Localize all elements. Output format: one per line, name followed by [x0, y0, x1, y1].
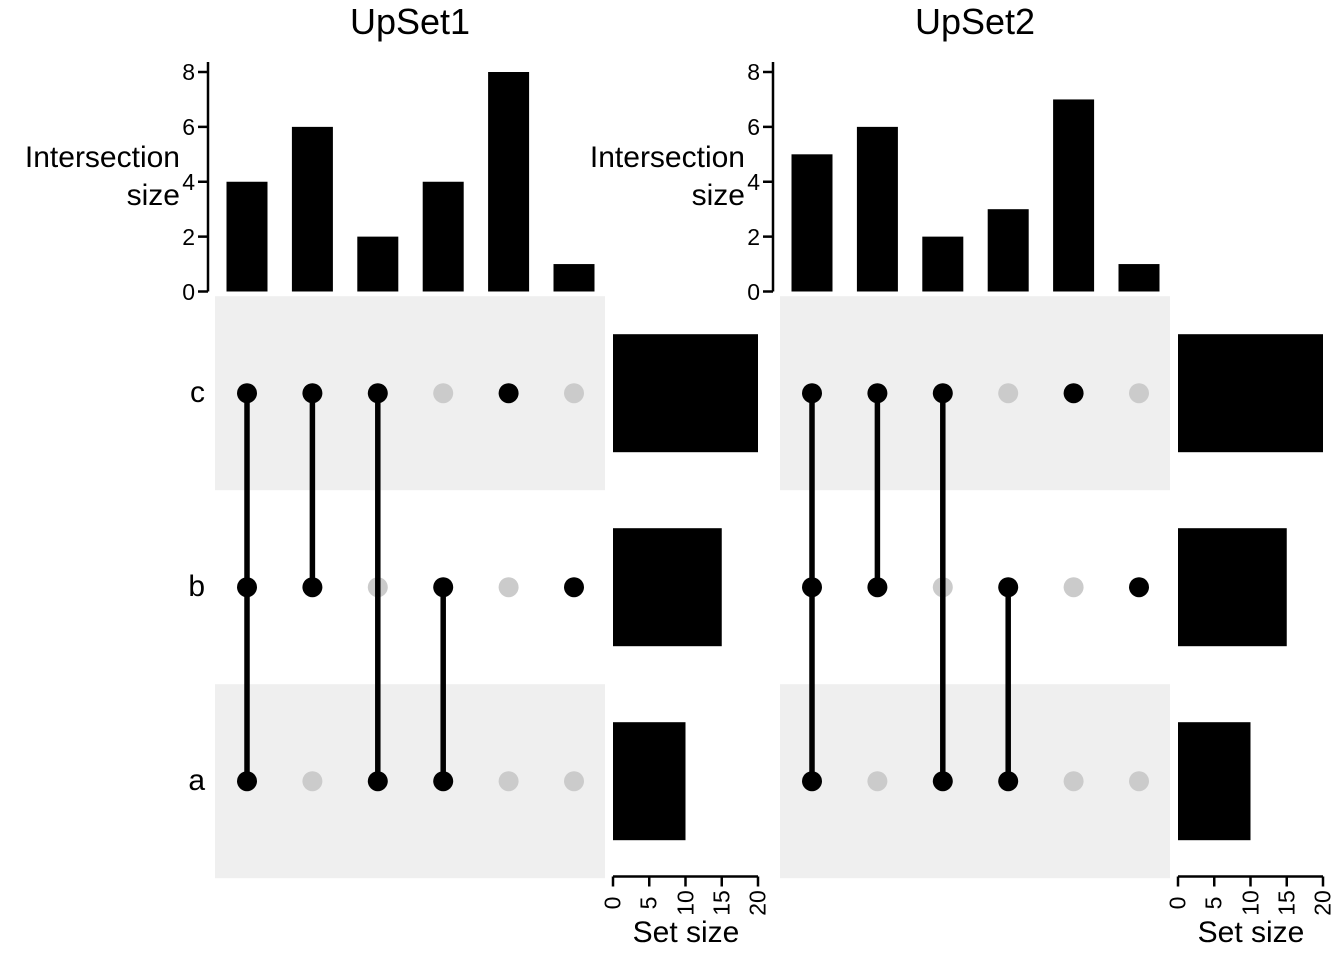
matrix-dot-active — [367, 771, 388, 792]
matrix-dot-active — [237, 577, 257, 598]
intersection-bar — [922, 236, 964, 292]
matrix-dot-inactive — [498, 577, 519, 598]
set-size-bar — [613, 334, 758, 453]
intersection-bar — [291, 126, 333, 292]
matrix-dot-inactive — [498, 771, 519, 792]
matrix-dot-inactive — [564, 771, 584, 792]
matrix-dot-active — [302, 577, 323, 598]
upset-panel-2 — [763, 62, 1325, 887]
set-size-tick-label: 15 — [708, 890, 735, 916]
set-size-tick-label: 0 — [599, 896, 626, 910]
matrix-dot-active — [1129, 577, 1149, 598]
panel2-intersection-size-axis-label: Intersection size — [589, 141, 745, 212]
intersection-bar — [226, 181, 268, 292]
row-stripe — [215, 296, 605, 491]
intersection-bar — [791, 154, 833, 292]
matrix-dot-active — [1063, 383, 1084, 404]
set-size-tick-label: 5 — [1200, 896, 1227, 910]
set-size-bar — [1178, 528, 1287, 647]
intersection-bar — [856, 126, 898, 292]
matrix-dot-active — [302, 383, 323, 404]
matrix-dot-active — [802, 577, 822, 598]
matrix-dot-active — [433, 577, 454, 598]
set-size-tick-label: 5 — [635, 896, 662, 910]
row-stripe — [780, 684, 1170, 879]
matrix-dot-inactive — [1063, 771, 1084, 792]
matrix-dot-active — [564, 577, 584, 598]
matrix-dot-active — [237, 383, 257, 404]
intersection-bar — [357, 236, 399, 292]
row-stripe — [780, 296, 1170, 491]
row-label: a — [188, 764, 205, 798]
matrix-dot-active — [237, 771, 257, 792]
matrix-dot-active — [998, 577, 1019, 598]
row-label: c — [190, 376, 205, 410]
upset-panel-1 — [198, 62, 760, 887]
set-size-tick-label: 10 — [672, 890, 698, 916]
intersection-bar — [1118, 264, 1160, 292]
matrix-dot-inactive — [1063, 577, 1084, 598]
set-size-bar — [1178, 722, 1251, 841]
matrix-dot-active — [498, 383, 519, 404]
y-tick-label: 8 — [747, 59, 760, 85]
matrix-dot-active — [998, 771, 1019, 792]
intersection-bar — [987, 209, 1029, 292]
y-tick-label: 2 — [747, 223, 760, 250]
intersection-bar — [553, 264, 595, 292]
matrix-dot-inactive — [302, 771, 323, 792]
set-size-tick-label: 15 — [1273, 890, 1300, 916]
matrix-dot-active — [802, 771, 822, 792]
set-size-bar — [1178, 334, 1323, 453]
panel1-set-size-axis-label: Set size — [632, 916, 740, 949]
matrix-dot-inactive — [867, 771, 888, 792]
matrix-dot-active — [867, 577, 888, 598]
set-size-tick-label: 0 — [1164, 896, 1191, 910]
panel1-intersection-size-axis-label: Intersection size — [24, 141, 180, 212]
y-tick-label: 6 — [182, 113, 195, 140]
matrix-dot-active — [932, 383, 953, 404]
matrix-dot-active — [367, 383, 388, 404]
y-tick-label: 2 — [182, 223, 195, 250]
matrix-dot-active — [867, 383, 888, 404]
set-size-bar — [613, 722, 686, 841]
matrix-dot-active — [802, 383, 822, 404]
panel1-title: UpSet1 — [349, 1, 471, 42]
matrix-dot-inactive — [1129, 771, 1149, 792]
intersection-bar — [488, 72, 530, 292]
matrix-dot-inactive — [564, 383, 584, 404]
y-tick-label: 0 — [182, 278, 195, 305]
matrix-dot-inactive — [1129, 383, 1149, 404]
matrix-dot-active — [433, 771, 454, 792]
row-stripe — [215, 684, 605, 879]
set-size-bar — [613, 528, 722, 647]
panel2-title: UpSet2 — [914, 1, 1036, 42]
set-size-tick-label: 10 — [1237, 890, 1263, 916]
matrix-dot-active — [932, 771, 953, 792]
matrix-dot-inactive — [433, 383, 454, 404]
y-tick-label: 0 — [747, 278, 760, 305]
y-tick-label: 8 — [182, 59, 195, 85]
y-tick-label: 4 — [747, 168, 760, 195]
set-size-tick-label: 20 — [1309, 890, 1336, 916]
intersection-bar — [422, 181, 464, 292]
y-tick-label: 4 — [182, 168, 195, 195]
set-size-tick-label: 20 — [744, 890, 771, 916]
matrix-dot-inactive — [998, 383, 1019, 404]
y-tick-label: 6 — [747, 113, 760, 140]
panel2-set-size-axis-label: Set size — [1197, 916, 1305, 949]
row-label: b — [188, 570, 205, 604]
intersection-bar — [1053, 99, 1095, 292]
